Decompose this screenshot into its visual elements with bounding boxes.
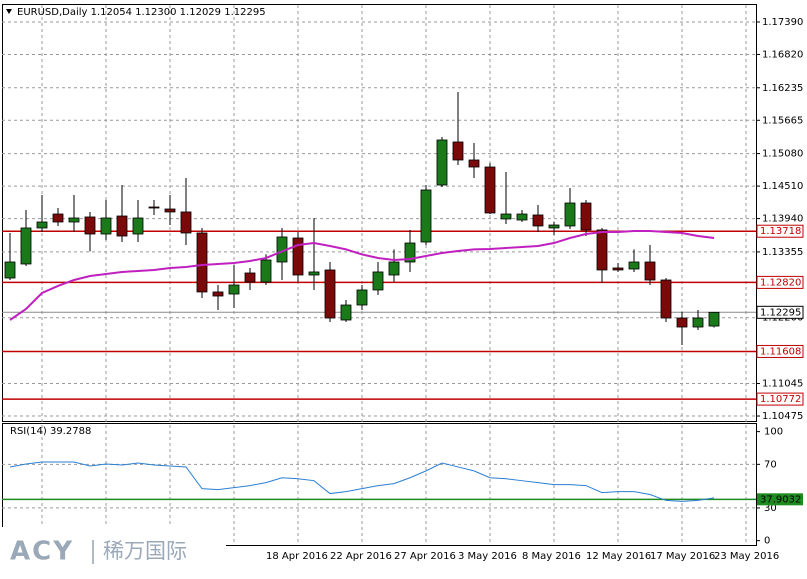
candle-body xyxy=(612,267,624,271)
y-tick-label: 30 xyxy=(764,503,777,514)
marks: 1.17390 1.16820 1.16235 1.15665 1.15080 1.145… xyxy=(2,17,804,562)
y-tick-label: 1.17390 xyxy=(762,17,803,28)
candle-body xyxy=(596,229,608,271)
candle-body xyxy=(244,272,256,283)
candle-body xyxy=(404,242,416,263)
level-label-box xyxy=(756,344,804,358)
level-label: 1.12820 xyxy=(760,277,801,288)
candle-body xyxy=(356,289,368,306)
level-label: 1.13718 xyxy=(760,226,801,237)
candle-body xyxy=(468,159,480,168)
candle-body xyxy=(484,166,496,214)
candle-body xyxy=(516,213,528,221)
candle-body xyxy=(692,317,704,328)
candle-body xyxy=(372,271,384,291)
candle-body xyxy=(388,261,400,276)
candle-body xyxy=(324,269,336,319)
x-tick-label: 3 May 2016 xyxy=(458,551,517,562)
candle-body xyxy=(580,202,592,231)
candle-body xyxy=(20,227,32,265)
candle-body xyxy=(68,217,80,223)
candle-body xyxy=(132,217,144,235)
candle-body xyxy=(148,206,160,209)
candle-body xyxy=(452,141,464,161)
candle-body xyxy=(36,221,48,229)
candle-body xyxy=(708,311,720,327)
candle-body xyxy=(52,213,64,223)
rsi-level-label: 37.9032 xyxy=(760,494,801,505)
y-tick-label: 1.13940 xyxy=(762,214,803,225)
logo: ACY 稀万国际 xyxy=(0,527,226,575)
candle-body xyxy=(164,208,176,213)
x-tick-label: 18 Apr 2016 xyxy=(266,551,328,562)
candle-body xyxy=(116,215,128,237)
candle-body xyxy=(564,202,576,227)
x-tick-label: 22 Apr 2016 xyxy=(330,551,392,562)
candle-body xyxy=(660,279,672,319)
candle-body xyxy=(644,261,656,281)
candle-body xyxy=(436,139,448,186)
menu-triangle xyxy=(6,9,12,14)
candle-body xyxy=(292,237,304,276)
y-tick-label: 1.11045 xyxy=(762,379,803,390)
grid xyxy=(2,5,756,545)
candle-body xyxy=(84,216,96,235)
rsi-line xyxy=(9,461,715,502)
candle-body xyxy=(500,213,512,220)
y-tick-label: 1.13355 xyxy=(762,247,803,258)
candle-body xyxy=(196,232,208,293)
candle-body xyxy=(212,291,224,297)
level-label-box xyxy=(756,392,804,406)
candle-body xyxy=(180,211,192,234)
logo-divider xyxy=(92,540,94,564)
logo-brand: ACY xyxy=(10,537,74,567)
y-tick-label: 1.16235 xyxy=(762,83,803,94)
candle-body xyxy=(308,271,320,276)
x-tick-label: 8 May 2016 xyxy=(522,551,581,562)
last-price-label: 1.12295 xyxy=(760,307,801,318)
y-tick-label: 0 xyxy=(764,536,770,547)
rsi-level-box xyxy=(757,493,803,506)
y-tick-label: 70 xyxy=(764,459,777,470)
chart-header: EURUSD,Daily 1.12054 1.12300 1.12029 1.1… xyxy=(17,7,266,18)
moving-average xyxy=(9,229,715,321)
x-tick-label: 12 May 2016 xyxy=(586,551,651,562)
y-tick-label: 100 xyxy=(764,427,783,438)
x-tick-label: 23 May 2016 xyxy=(714,551,779,562)
level-label: 1.11608 xyxy=(760,346,801,357)
x-tick-label: 27 Apr 2016 xyxy=(394,551,456,562)
candle-body xyxy=(628,261,640,270)
candle-body xyxy=(4,261,16,279)
indicator-title: RSI(14) 39.2788 xyxy=(10,426,91,437)
level-label-box xyxy=(756,224,804,238)
price-panel xyxy=(2,4,757,422)
y-tick-label: 1.16820 xyxy=(762,49,803,60)
last-price-box xyxy=(756,305,804,319)
candle-body xyxy=(260,259,272,283)
logo-name: 稀万国际 xyxy=(103,539,187,563)
level-label-box xyxy=(756,275,804,289)
candle-body xyxy=(676,317,688,328)
y-tick-label: 1.15665 xyxy=(762,115,803,126)
x-tick-label: 17 May 2016 xyxy=(650,551,715,562)
candle-body xyxy=(228,284,240,295)
y-tick-label: 1.14510 xyxy=(762,181,803,192)
candle-body xyxy=(548,224,560,229)
candle-body xyxy=(532,214,544,227)
candle-body xyxy=(100,217,112,235)
candle-body xyxy=(420,189,432,243)
candle-body xyxy=(340,304,352,321)
y-tick-label: 1.10475 xyxy=(762,411,803,422)
logo-background xyxy=(0,527,226,575)
y-tick-label: 1.15080 xyxy=(762,149,803,160)
rsi-panel xyxy=(2,423,757,546)
level-label: 1.10772 xyxy=(760,394,801,405)
